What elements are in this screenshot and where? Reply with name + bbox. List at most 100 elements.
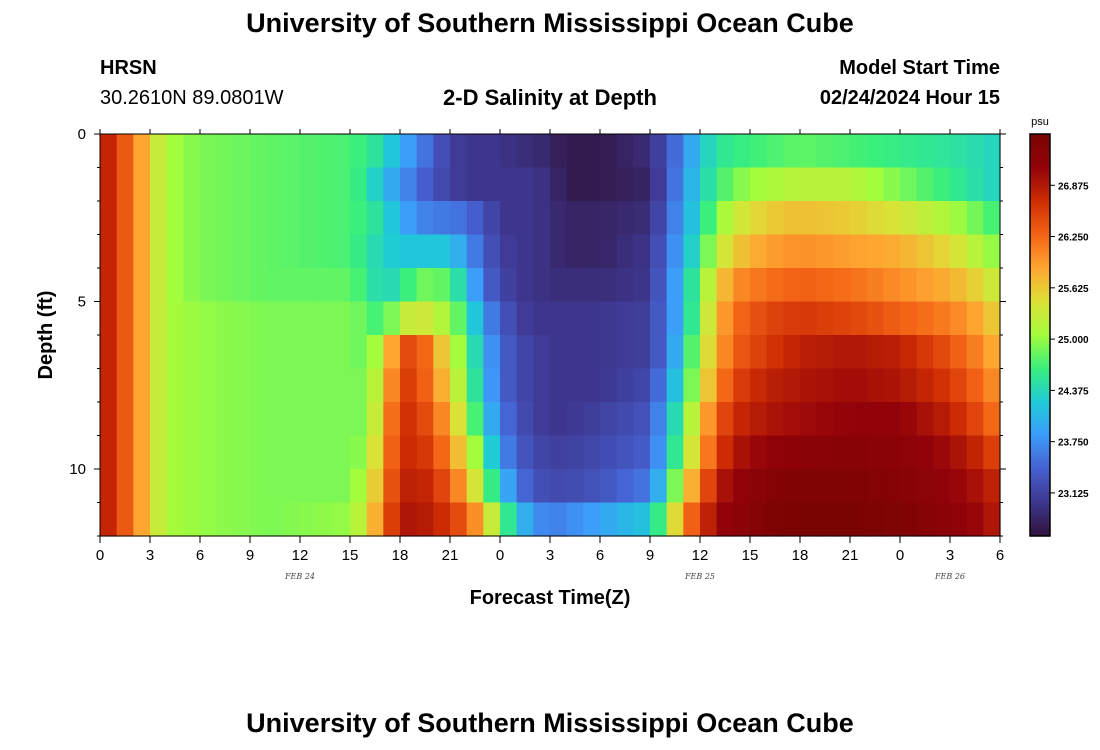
heatmap-cell: [350, 402, 368, 437]
heatmap-cell: [283, 167, 301, 202]
heatmap-cell: [133, 167, 151, 202]
heatmap-cell: [133, 402, 151, 437]
heatmap-cell: [400, 402, 418, 437]
heatmap-cell: [133, 469, 151, 504]
heatmap-cell: [266, 134, 284, 169]
heatmap-cell: [233, 502, 251, 537]
heatmap-cell: [500, 435, 518, 470]
heatmap-cell: [650, 435, 668, 470]
heatmap-cell: [800, 134, 818, 169]
heatmap-cell: [116, 268, 134, 303]
heatmap-cell: [966, 268, 984, 303]
heatmap-cell: [416, 201, 434, 236]
heatmap-cell: [866, 435, 884, 470]
heatmap-cell: [683, 469, 701, 504]
heatmap-cell: [533, 469, 551, 504]
heatmap-cell: [416, 402, 434, 437]
heatmap-cell: [933, 402, 951, 437]
heatmap-cell: [716, 201, 734, 236]
heatmap-cell: [433, 268, 451, 303]
heatmap-cell: [516, 167, 534, 202]
heatmap-cell: [233, 301, 251, 336]
heatmap-cell: [950, 301, 968, 336]
heatmap-cell: [416, 234, 434, 269]
heatmap-cell: [816, 502, 834, 537]
model-start-label: Model Start Time: [839, 57, 1000, 79]
heatmap-cell: [583, 469, 601, 504]
heatmap-cell: [383, 335, 401, 370]
heatmap-cell: [266, 234, 284, 269]
x-tick-label: 9: [646, 547, 654, 564]
heatmap-cell: [133, 301, 151, 336]
heatmap-cell: [433, 301, 451, 336]
heatmap-cell: [100, 201, 118, 236]
heatmap-cell: [150, 134, 168, 169]
heatmap-cell: [233, 167, 251, 202]
heatmap-cell: [866, 335, 884, 370]
heatmap-cell: [683, 402, 701, 437]
heatmap-cell: [566, 368, 584, 403]
heatmap-cell: [316, 201, 334, 236]
heatmap-cell: [733, 435, 751, 470]
heatmap-cell: [650, 268, 668, 303]
heatmap-cell: [383, 469, 401, 504]
heatmap-cell: [600, 402, 618, 437]
heatmap-cell: [900, 234, 918, 269]
page-title: University of Southern Mississippi Ocean…: [246, 8, 854, 38]
heatmap-cell: [466, 402, 484, 437]
heatmap-cell: [166, 435, 184, 470]
heatmap-cell: [300, 167, 318, 202]
heatmap-cell: [400, 167, 418, 202]
heatmap-cell: [266, 201, 284, 236]
heatmap-cell: [283, 268, 301, 303]
heatmap-cell: [500, 402, 518, 437]
heatmap-cell: [400, 502, 418, 537]
heatmap-cell: [766, 134, 784, 169]
heatmap-cell: [483, 402, 501, 437]
heatmap-cell: [100, 402, 118, 437]
y-tick-label: 10: [69, 461, 86, 478]
heatmap-cell: [783, 435, 801, 470]
heatmap-cell: [250, 435, 268, 470]
heatmap-cell: [150, 469, 168, 504]
heatmap-cell: [100, 234, 118, 269]
heatmap-cell: [916, 502, 934, 537]
heatmap-cell: [566, 167, 584, 202]
heatmap-cell: [233, 268, 251, 303]
heatmap-cell: [366, 502, 384, 537]
heatmap-cell: [200, 335, 218, 370]
heatmap-cell: [583, 201, 601, 236]
heatmap-cell: [316, 167, 334, 202]
heatmap-cell: [166, 368, 184, 403]
heatmap-cell: [266, 469, 284, 504]
heatmap-cell: [750, 268, 768, 303]
heatmap-cell: [116, 402, 134, 437]
heatmap-cell: [383, 201, 401, 236]
heatmap-cell: [966, 435, 984, 470]
heatmap-cell: [966, 201, 984, 236]
heatmap-cell: [316, 234, 334, 269]
heatmap-cell: [633, 167, 651, 202]
heatmap-cell: [450, 134, 468, 169]
heatmap-cell: [216, 301, 234, 336]
colorbar-label: 26.875: [1058, 181, 1089, 192]
heatmap-cell: [666, 167, 684, 202]
heatmap-cell: [966, 335, 984, 370]
heatmap-cell: [833, 167, 851, 202]
heatmap-cell: [533, 134, 551, 169]
heatmap-cell: [600, 234, 618, 269]
heatmap-cell: [700, 402, 718, 437]
heatmap-cell: [400, 335, 418, 370]
heatmap-cell: [283, 234, 301, 269]
heatmap-cell: [766, 368, 784, 403]
heatmap-cell: [183, 201, 201, 236]
x-tick-label: 15: [742, 547, 759, 564]
heatmap-cell: [233, 469, 251, 504]
heatmap-cell: [616, 234, 634, 269]
heatmap-cell: [416, 469, 434, 504]
heatmap-cell: [716, 435, 734, 470]
heatmap-cell: [433, 167, 451, 202]
heatmap-cell: [383, 234, 401, 269]
heatmap-cell: [650, 335, 668, 370]
heatmap-cell: [866, 268, 884, 303]
